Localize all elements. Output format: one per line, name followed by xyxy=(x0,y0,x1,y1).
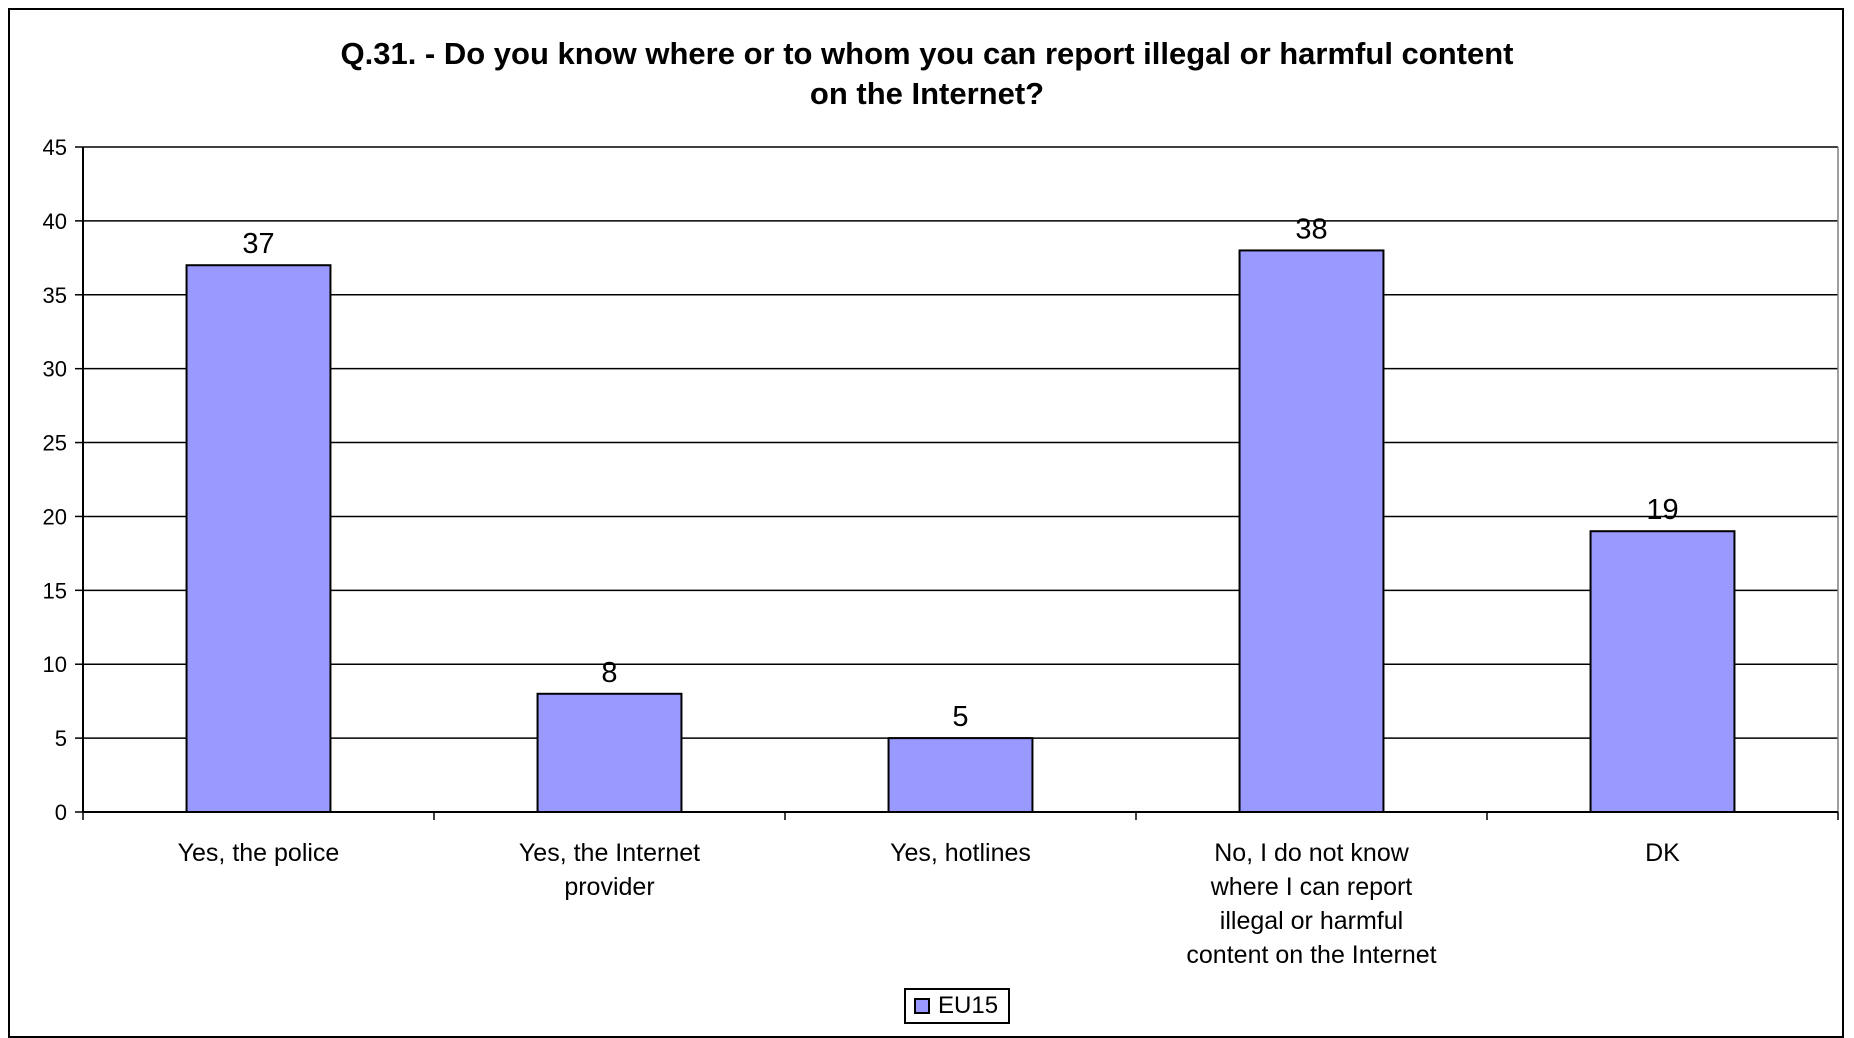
legend: EU15 xyxy=(904,988,1011,1024)
data-label-1: 8 xyxy=(601,657,617,689)
y-tick-label-15: 15 xyxy=(43,578,67,603)
data-label-0: 37 xyxy=(242,228,274,260)
y-tick-label-20: 20 xyxy=(43,504,67,529)
x-tick-label-1-line-1: provider xyxy=(564,873,654,901)
x-tick-label-0-line-0: Yes, the police xyxy=(178,839,340,867)
y-tick-label-30: 30 xyxy=(43,357,67,382)
x-tick-label-3-line-3: content on the Internet xyxy=(1186,941,1436,969)
bar-3 xyxy=(1238,249,1385,813)
data-label-2: 5 xyxy=(952,701,968,733)
chart-title: Q.31. - Do you know where or to whom you… xyxy=(0,34,1854,114)
bar-0 xyxy=(185,264,332,813)
bar-2 xyxy=(887,737,1034,813)
x-tick-label-3-line-1: where I can report xyxy=(1210,873,1413,901)
x-tick-label-4-line-0: DK xyxy=(1645,839,1680,867)
legend-swatch-eu15 xyxy=(914,998,930,1014)
legend-label-eu15: EU15 xyxy=(938,992,999,1019)
x-tick-label-2-line-0: Yes, hotlines xyxy=(890,839,1031,867)
y-tick-label-0: 0 xyxy=(55,800,67,825)
chart-title-line-1: Q.31. - Do you know where or to whom you… xyxy=(340,36,1514,71)
data-label-4: 19 xyxy=(1646,494,1678,526)
chart-title-line-2: on the Internet? xyxy=(809,76,1045,111)
y-tick-label-5: 5 xyxy=(55,726,67,751)
bar-1 xyxy=(536,692,683,813)
x-tick-label-3-line-2: illegal or harmful xyxy=(1220,907,1403,935)
y-tick-label-40: 40 xyxy=(43,209,67,234)
y-tick-label-10: 10 xyxy=(43,652,67,677)
x-tick-label-1-line-0: Yes, the Internet xyxy=(519,839,700,867)
y-tick-label-25: 25 xyxy=(43,431,67,456)
x-tick-label-3-line-0: No, I do not know xyxy=(1214,839,1410,867)
data-label-3: 38 xyxy=(1295,213,1327,245)
bar-4 xyxy=(1589,530,1736,813)
y-tick-label-35: 35 xyxy=(43,283,67,308)
y-tick-label-45: 45 xyxy=(43,135,67,160)
